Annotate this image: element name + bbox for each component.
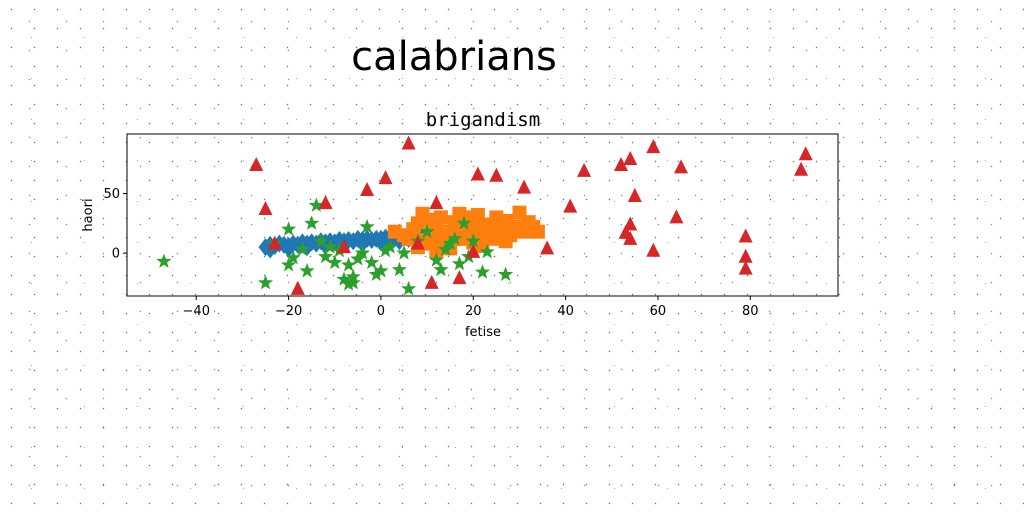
star-point-2-5 [285,249,301,265]
triangle-point-3-25 [627,187,642,202]
star-point-2-6 [294,241,311,256]
star-point-2-37 [456,215,472,230]
x-tick-label-3: 20 [465,304,482,319]
star-point-2-9 [308,197,324,212]
triangle-point-3-8 [401,135,416,150]
plot-marks [156,135,813,296]
star-point-2-10 [313,233,329,248]
star-point-2-13 [327,254,343,270]
star-point-2-8 [304,215,320,230]
star-point-2-19 [350,251,366,266]
star-point-2-23 [368,266,384,281]
y-axis-label: haori [81,198,96,231]
diamond-point-0-54 [355,234,370,253]
triangle-point-3-31 [738,248,753,263]
star-point-2-12 [322,239,338,254]
star-point-2-0 [156,253,172,268]
diamond-point-0-50 [281,239,296,258]
triangle-point-3-4 [318,195,333,210]
triangle-point-3-2 [267,235,282,250]
triangle-point-3-9 [410,235,425,250]
figure-title: calabrians [351,34,557,80]
square-point-1-39 [484,223,499,238]
triangle-point-3-13 [466,243,481,258]
star-point-2-22 [364,254,380,270]
triangle-point-3-3 [290,280,305,295]
square-point-1-40 [498,234,513,249]
triangle-point-3-11 [429,195,444,210]
x-tick-label-5: 60 [650,304,667,319]
triangle-point-3-0 [249,156,264,171]
x-axis-ticks: −40 −20 0 20 40 60 80 [183,296,759,319]
x-tick-label-2: 0 [377,304,385,319]
chart-title: brigandism [426,109,540,131]
star-point-2-33 [438,241,454,256]
x-tick-label-0: −40 [183,304,210,319]
square-point-1-30 [530,224,545,239]
star-point-2-36 [451,255,467,271]
triangle-point-3-17 [540,240,555,255]
y-tick-label-1: 50 [103,187,120,202]
triangle-point-3-6 [360,181,375,196]
star-point-2-27 [391,261,407,277]
triangle-point-3-1 [258,201,273,216]
triangle-point-3-23 [623,230,638,245]
star-point-2-42 [498,266,514,281]
star-point-2-1 [257,274,274,290]
triangle-point-3-7 [378,170,393,185]
star-point-2-34 [442,235,458,251]
star-point-2-43 [345,274,361,290]
star-point-2-31 [428,252,444,267]
star-point-2-41 [479,243,495,259]
triangle-point-3-22 [623,216,638,231]
x-tick-label-6: 80 [742,304,759,319]
triangle-point-3-30 [738,228,753,243]
x-tick-label-4: 40 [557,304,574,319]
star-point-2-26 [382,239,398,254]
y-tick-label-0: 0 [112,247,120,262]
star-point-2-30 [419,223,435,239]
x-tick-label-1: −20 [275,304,302,319]
triangle-point-3-18 [563,198,578,213]
star-point-2-24 [373,263,389,278]
triangle-point-3-12 [452,270,467,285]
star-point-2-4 [281,221,297,236]
star-point-2-11 [317,248,334,264]
x-axis-label: fetise [465,325,501,340]
triangle-point-3-14 [470,166,485,181]
triangle-point-3-5 [336,239,351,254]
star-point-2-16 [341,276,357,291]
star-point-2-15 [336,271,352,286]
star-point-2-32 [433,261,449,277]
star-point-2-44 [396,245,412,260]
square-point-1-9 [433,210,448,225]
triangle-point-3-29 [674,159,689,174]
star-point-2-28 [401,280,417,296]
triangle-point-3-32 [738,260,753,275]
star-point-2-25 [377,242,394,258]
triangle-point-3-27 [646,139,661,154]
star-point-2-7 [299,263,315,278]
triangle-point-3-26 [646,242,661,257]
triangle-point-3-24 [623,151,638,166]
triangle-point-3-15 [489,167,504,182]
triangle-point-3-10 [424,274,439,289]
square-point-1-43 [433,229,448,244]
star-point-2-35 [447,230,463,246]
triangle-point-3-19 [577,162,592,177]
triangle-point-3-16 [517,179,532,194]
triangle-point-3-20 [614,156,629,171]
star-point-2-39 [465,233,481,248]
plot-frame [126,133,839,297]
star-point-2-20 [354,245,371,260]
y-axis-ticks: 0 50 [103,187,127,262]
triangle-point-3-28 [669,209,684,224]
star-point-2-21 [359,218,375,234]
star-point-2-40 [474,264,491,279]
triangle-point-3-34 [798,146,813,161]
star-point-2-17 [341,257,357,272]
triangle-point-3-33 [794,161,809,176]
